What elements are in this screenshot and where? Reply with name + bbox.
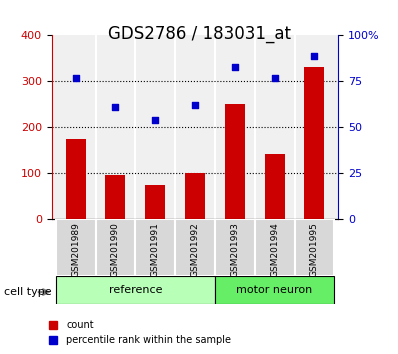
Point (152, 117, 158, 123)
Point (192, 103, 198, 108)
Text: GSM201992: GSM201992 (191, 222, 199, 277)
Bar (255, 219, 295, 276)
Bar (225, 104, 245, 219)
Bar (135, 219, 175, 276)
Bar (304, 67, 324, 219)
Point (112, 104, 119, 110)
Text: GSM201989: GSM201989 (71, 222, 80, 277)
Legend: count, percentile rank within the sample: count, percentile rank within the sample (45, 316, 235, 349)
Bar (265, 154, 285, 219)
Point (72, 75, 79, 81)
Text: motor neuron: motor neuron (236, 285, 313, 295)
Point (271, 75, 278, 81)
Bar (185, 172, 205, 219)
Text: GSM201991: GSM201991 (151, 222, 160, 277)
Bar (175, 219, 215, 276)
Bar (215, 219, 255, 276)
Bar (145, 185, 165, 219)
Text: GSM201993: GSM201993 (230, 222, 239, 277)
Point (311, 53, 318, 58)
Bar (56, 276, 215, 304)
Bar (56, 219, 96, 276)
Text: cell type: cell type (4, 287, 52, 297)
Text: GSM201995: GSM201995 (310, 222, 319, 277)
Bar (215, 276, 334, 304)
Point (232, 64, 238, 69)
Text: GDS2786 / 183031_at: GDS2786 / 183031_at (107, 25, 291, 43)
Bar (105, 175, 125, 219)
Text: GSM201994: GSM201994 (270, 222, 279, 277)
Bar (295, 219, 334, 276)
Text: reference: reference (109, 285, 162, 295)
Bar (96, 219, 135, 276)
Bar (66, 139, 86, 219)
Text: GSM201990: GSM201990 (111, 222, 120, 277)
